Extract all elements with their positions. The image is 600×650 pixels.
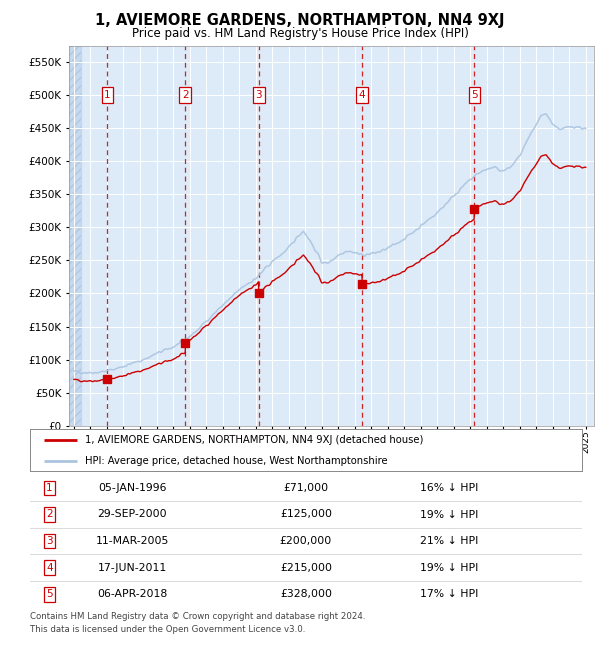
Text: 16% ↓ HPI: 16% ↓ HPI bbox=[421, 483, 479, 493]
Text: This data is licensed under the Open Government Licence v3.0.: This data is licensed under the Open Gov… bbox=[30, 625, 305, 634]
Text: HPI: Average price, detached house, West Northamptonshire: HPI: Average price, detached house, West… bbox=[85, 456, 388, 465]
Text: £328,000: £328,000 bbox=[280, 590, 332, 599]
Text: 1, AVIEMORE GARDENS, NORTHAMPTON, NN4 9XJ: 1, AVIEMORE GARDENS, NORTHAMPTON, NN4 9X… bbox=[95, 13, 505, 28]
Text: 06-APR-2018: 06-APR-2018 bbox=[97, 590, 167, 599]
Text: 29-SEP-2000: 29-SEP-2000 bbox=[97, 510, 167, 519]
Text: £200,000: £200,000 bbox=[280, 536, 332, 546]
Text: £71,000: £71,000 bbox=[283, 483, 329, 493]
Text: Price paid vs. HM Land Registry's House Price Index (HPI): Price paid vs. HM Land Registry's House … bbox=[131, 27, 469, 40]
Bar bbox=[69, 46, 80, 426]
Text: 11-MAR-2005: 11-MAR-2005 bbox=[95, 536, 169, 546]
Text: 5: 5 bbox=[471, 90, 478, 100]
Text: 5: 5 bbox=[46, 590, 53, 599]
Text: 1: 1 bbox=[46, 483, 53, 493]
Text: 21% ↓ HPI: 21% ↓ HPI bbox=[421, 536, 479, 546]
Text: 1, AVIEMORE GARDENS, NORTHAMPTON, NN4 9XJ (detached house): 1, AVIEMORE GARDENS, NORTHAMPTON, NN4 9X… bbox=[85, 435, 424, 445]
Text: 2: 2 bbox=[182, 90, 189, 100]
Text: Contains HM Land Registry data © Crown copyright and database right 2024.: Contains HM Land Registry data © Crown c… bbox=[30, 612, 365, 621]
Text: 19% ↓ HPI: 19% ↓ HPI bbox=[421, 510, 479, 519]
Text: 3: 3 bbox=[256, 90, 262, 100]
Text: 19% ↓ HPI: 19% ↓ HPI bbox=[421, 563, 479, 573]
Text: 4: 4 bbox=[46, 563, 53, 573]
Text: £215,000: £215,000 bbox=[280, 563, 332, 573]
Text: 17-JUN-2011: 17-JUN-2011 bbox=[97, 563, 167, 573]
Bar bbox=[69, 46, 80, 426]
Text: 2: 2 bbox=[46, 510, 53, 519]
Text: 3: 3 bbox=[46, 536, 53, 546]
Text: 17% ↓ HPI: 17% ↓ HPI bbox=[421, 590, 479, 599]
Text: 4: 4 bbox=[359, 90, 365, 100]
Text: 1: 1 bbox=[104, 90, 111, 100]
Text: 05-JAN-1996: 05-JAN-1996 bbox=[98, 483, 166, 493]
Text: £125,000: £125,000 bbox=[280, 510, 332, 519]
